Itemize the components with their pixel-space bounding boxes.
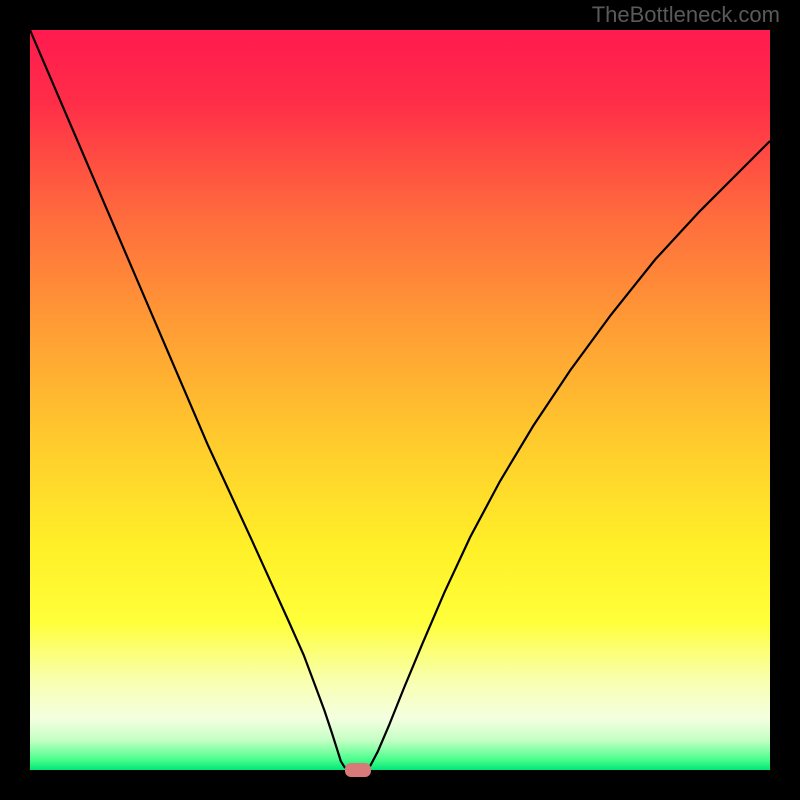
curve-right: [367, 141, 770, 770]
plot-area: [30, 30, 770, 770]
curve-left: [30, 30, 348, 770]
watermark: TheBottleneck.com: [592, 2, 780, 28]
min-marker: [345, 763, 371, 776]
curve-layer: [30, 30, 770, 770]
